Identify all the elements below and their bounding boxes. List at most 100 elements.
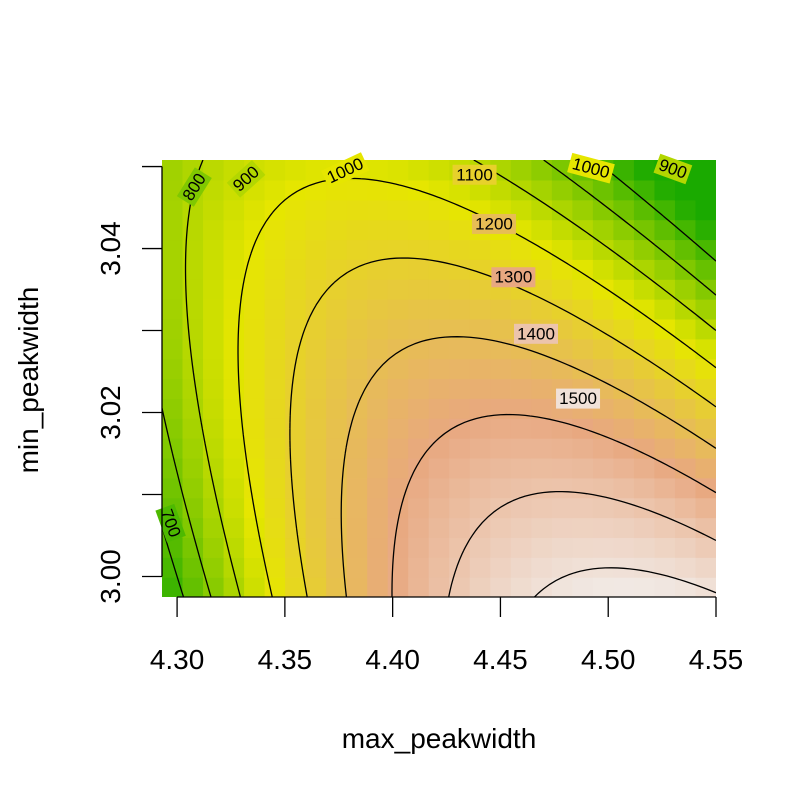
- heatmap-cell: [674, 338, 697, 360]
- heatmap-cell: [674, 457, 697, 479]
- heatmap-cell: [367, 378, 389, 399]
- heatmap-cell: [264, 358, 286, 380]
- heatmap-cell: [244, 477, 266, 499]
- heatmap-cell: [572, 537, 594, 558]
- heatmap-cell: [428, 517, 450, 539]
- heatmap-cell: [654, 259, 676, 280]
- heatmap-cell: [285, 537, 307, 558]
- heatmap-cell: [510, 378, 532, 399]
- heatmap-cell: [244, 239, 266, 260]
- heatmap-cell: [674, 438, 697, 459]
- heatmap-cell: [674, 577, 697, 597]
- heatmap-cell: [633, 477, 656, 499]
- heatmap-cell: [428, 457, 450, 479]
- heatmap-cell: [346, 219, 368, 241]
- heatmap-cell: [223, 378, 245, 399]
- heatmap-cell: [674, 199, 697, 221]
- heatmap-cell: [469, 299, 491, 320]
- heatmap-cell: [346, 358, 368, 380]
- heatmap-cell: [387, 477, 409, 499]
- heatmap-cell: [490, 398, 512, 419]
- heatmap-cell: [264, 219, 286, 241]
- heatmap-cell: [695, 199, 716, 221]
- heatmap-cell: [367, 557, 389, 578]
- heatmap-cell: [326, 358, 348, 380]
- heatmap-cell: [264, 299, 286, 320]
- heatmap-cell: [367, 318, 389, 340]
- heatmap-cell: [510, 577, 532, 597]
- heatmap-cell: [408, 438, 430, 459]
- heatmap-cell: [326, 477, 348, 499]
- heatmap-cell: [633, 318, 656, 340]
- heatmap-cell: [387, 517, 409, 539]
- contour-label: 1400: [517, 324, 555, 343]
- heatmap-cell: [367, 497, 389, 519]
- heatmap-cell: [449, 358, 471, 380]
- heatmap-cell: [223, 418, 245, 439]
- heatmap-cell: [264, 557, 286, 578]
- heatmap-cell: [674, 299, 697, 320]
- heatmap-cell: [695, 239, 716, 260]
- heatmap-cell: [551, 438, 573, 459]
- heatmap-cell: [592, 497, 615, 519]
- heatmap-cell: [223, 438, 245, 459]
- heatmap-cell: [469, 259, 491, 280]
- heatmap-cell: [408, 358, 430, 380]
- heatmap-cell: [572, 199, 594, 221]
- heatmap-cell: [531, 219, 553, 241]
- heatmap-cell: [367, 438, 389, 459]
- heatmap-cell: [387, 259, 409, 280]
- x-tick-label: 4.40: [365, 644, 420, 675]
- heatmap-cell: [490, 557, 512, 578]
- heatmap-cell: [674, 517, 697, 539]
- heatmap-cell: [449, 279, 471, 300]
- heatmap-cell: [633, 378, 656, 399]
- heatmap-cell: [326, 279, 348, 300]
- heatmap-cell: [203, 239, 225, 260]
- heatmap-cell: [531, 577, 553, 597]
- heatmap-cell: [674, 398, 697, 419]
- heatmap-cell: [264, 239, 286, 260]
- heatmap-cell: [387, 537, 409, 558]
- heatmap-cell: [264, 279, 286, 300]
- heatmap-cell: [203, 318, 225, 340]
- heatmap-cell: [613, 219, 635, 241]
- heatmap-cell: [264, 338, 286, 360]
- heatmap-cell: [674, 378, 697, 399]
- heatmap-cell: [572, 318, 594, 340]
- heatmap-cell: [346, 239, 368, 260]
- heatmap-cell: [182, 577, 204, 597]
- heatmap-cell: [613, 179, 635, 201]
- heatmap-cell: [695, 279, 716, 300]
- heatmap-cell: [305, 557, 327, 578]
- heatmap-cell: [613, 279, 635, 300]
- heatmap-cell: [551, 179, 573, 201]
- heatmap-cell: [428, 418, 450, 439]
- heatmap-cell: [244, 398, 266, 419]
- heatmap-cell: [346, 398, 368, 419]
- contour-line-1300: [391, 413, 716, 597]
- heatmap-cell: [203, 418, 225, 439]
- heatmap-cell: [592, 259, 615, 280]
- heatmap-cell: [592, 517, 615, 539]
- y-tick-label: 3.04: [95, 221, 126, 276]
- heatmap-cell: [326, 318, 348, 340]
- heatmap-cell: [162, 457, 184, 479]
- heatmap-cell: [695, 477, 716, 499]
- heatmap-cell: [428, 537, 450, 558]
- heatmap-cell: [408, 398, 430, 419]
- heatmap-cell: [387, 497, 409, 519]
- x-tick-label: 4.30: [150, 644, 205, 675]
- heatmap-cell: [162, 318, 184, 340]
- heatmap-cell: [244, 577, 266, 597]
- heatmap-cell: [203, 438, 225, 459]
- heatmap-cell: [572, 299, 594, 320]
- heatmap-cell: [346, 537, 368, 558]
- heatmap-cell: [469, 318, 491, 340]
- heatmap-cell: [244, 438, 266, 459]
- heatmap-cell: [408, 279, 430, 300]
- heatmap-cell: [285, 477, 307, 499]
- heatmap-cell: [469, 497, 491, 519]
- heatmap-cell: [346, 497, 368, 519]
